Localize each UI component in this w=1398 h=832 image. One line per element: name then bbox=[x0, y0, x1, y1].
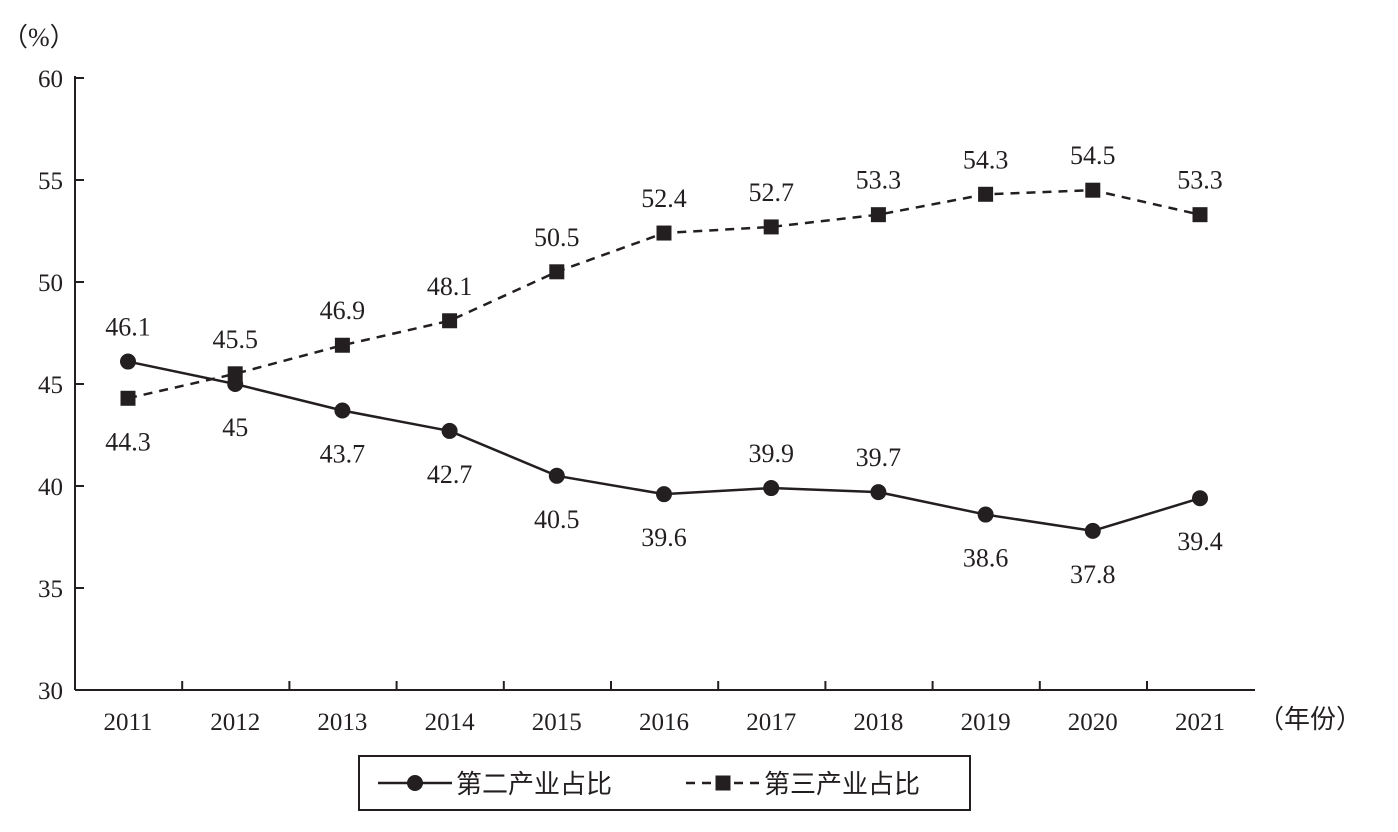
data-label: 40.5 bbox=[534, 505, 580, 534]
data-label: 43.7 bbox=[320, 440, 366, 469]
data-label: 39.9 bbox=[748, 439, 794, 468]
data-point bbox=[870, 484, 887, 501]
data-label: 39.7 bbox=[856, 443, 902, 472]
legend: 第二产业占比 第三产业占比 bbox=[358, 755, 971, 811]
data-point bbox=[548, 467, 565, 484]
data-label: 52.7 bbox=[748, 178, 794, 207]
data-point bbox=[1192, 490, 1208, 507]
y-tick-label: 60 bbox=[38, 66, 63, 93]
data-label: 39.4 bbox=[1177, 527, 1223, 556]
data-label: 39.6 bbox=[641, 523, 687, 552]
data-labels: 46.1 45 43.7 42.7 40.5 39.6 39.9 39.7 38.6 37.8 39… bbox=[105, 141, 1223, 589]
data-label: 54.3 bbox=[963, 145, 1009, 174]
legend-label: 第二产业占比 bbox=[456, 770, 612, 800]
data-label: 37.8 bbox=[1070, 560, 1116, 589]
data-point bbox=[977, 506, 994, 523]
data-point bbox=[334, 337, 350, 353]
x-tick-label: 2013 bbox=[317, 709, 367, 736]
data-point bbox=[120, 353, 136, 370]
axes: 30 35 40 45 50 55 60 2011 2012 2013 2014 2015 2016 20… bbox=[38, 66, 1255, 736]
series-2 bbox=[120, 182, 1208, 406]
data-point bbox=[656, 486, 672, 503]
legend-marker bbox=[715, 775, 731, 791]
x-tick-label: 2016 bbox=[639, 709, 689, 736]
data-point bbox=[656, 225, 672, 241]
data-label: 50.5 bbox=[534, 223, 580, 252]
x-tick-label: 2020 bbox=[1068, 709, 1118, 736]
data-label: 38.6 bbox=[963, 544, 1009, 573]
y-tick-label: 50 bbox=[38, 270, 63, 297]
data-point bbox=[441, 422, 458, 439]
data-point bbox=[870, 207, 886, 223]
y-tick-label: 35 bbox=[38, 576, 63, 603]
series-1 bbox=[120, 353, 1208, 539]
data-label: 46.1 bbox=[105, 313, 151, 342]
data-point bbox=[1085, 182, 1101, 198]
x-axis-unit: （年份） bbox=[1258, 705, 1362, 734]
data-point bbox=[227, 366, 243, 382]
data-label: 46.9 bbox=[320, 296, 366, 325]
data-label: 44.3 bbox=[105, 427, 151, 456]
legend-label: 第三产业占比 bbox=[764, 770, 920, 800]
series-layer bbox=[120, 182, 1208, 539]
x-tick-label: 2019 bbox=[961, 709, 1011, 736]
data-label: 53.3 bbox=[1177, 166, 1223, 195]
data-point bbox=[442, 313, 458, 329]
data-point bbox=[120, 390, 136, 406]
data-point bbox=[334, 402, 351, 419]
data-label: 48.1 bbox=[427, 272, 473, 301]
data-label: 45 bbox=[222, 413, 248, 442]
x-tick-label: 2012 bbox=[210, 709, 260, 736]
data-point bbox=[763, 219, 779, 235]
y-tick-label: 40 bbox=[38, 474, 63, 501]
series-line bbox=[127, 188, 1201, 400]
data-point bbox=[1084, 522, 1101, 539]
x-tick-label: 2011 bbox=[103, 709, 152, 736]
y-tick-label: 30 bbox=[38, 678, 63, 705]
data-point bbox=[763, 480, 780, 497]
data-point bbox=[978, 186, 994, 202]
data-label: 45.5 bbox=[212, 325, 258, 354]
data-point bbox=[1192, 207, 1208, 223]
data-label: 42.7 bbox=[427, 460, 473, 489]
x-tick-label: 2018 bbox=[853, 709, 903, 736]
series-line bbox=[127, 360, 1201, 533]
y-tick-label: 45 bbox=[38, 372, 63, 399]
data-label: 53.3 bbox=[856, 166, 902, 195]
x-tick-label: 2014 bbox=[425, 709, 476, 736]
data-label: 54.5 bbox=[1070, 141, 1116, 170]
x-tick-label: 2015 bbox=[532, 709, 582, 736]
legend-marker bbox=[407, 775, 423, 791]
legend-box bbox=[358, 755, 971, 811]
data-point bbox=[549, 264, 565, 280]
x-tick-label: 2017 bbox=[746, 709, 796, 736]
data-label: 52.4 bbox=[641, 184, 687, 213]
y-axis-unit: （%） bbox=[2, 23, 76, 52]
x-tick-label: 2021 bbox=[1175, 709, 1225, 736]
y-tick-label: 55 bbox=[38, 168, 63, 195]
